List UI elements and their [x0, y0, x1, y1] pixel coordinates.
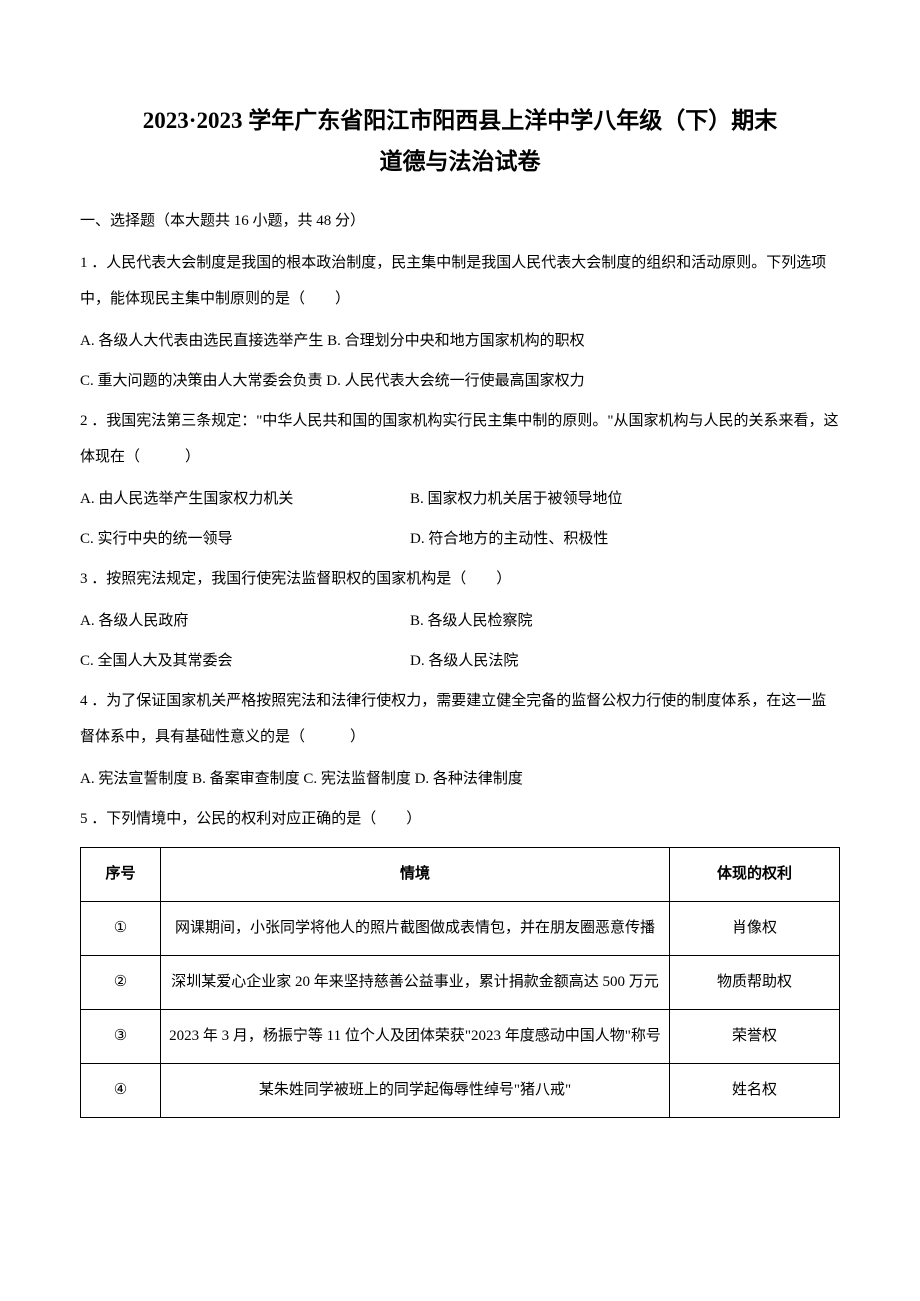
q2-option-a: A. 由人民选举产生国家权力机关	[80, 481, 410, 517]
q2-option-b: B. 国家权力机关居于被领导地位	[410, 481, 840, 517]
table-cell-context: 网课期间，小张同学将他人的照片截图做成表情包，并在朋友圈恶意传播	[161, 901, 670, 955]
table-cell-seq: ④	[81, 1063, 161, 1117]
table-row: ② 深圳某爱心企业家 20 年来坚持慈善公益事业，累计捐款金额高达 500 万元…	[81, 955, 840, 1009]
exam-title: 2023·2023 学年广东省阳江市阳西县上洋中学八年级（下）期末 道德与法治试…	[80, 100, 840, 183]
q1-option-ab: A. 各级人大代表由选民直接选举产生 B. 合理划分中央和地方国家机构的职权	[80, 323, 840, 359]
q2-option-d: D. 符合地方的主动性、积极性	[410, 521, 840, 557]
title-line-1: 2023·2023 学年广东省阳江市阳西县上洋中学八年级（下）期末	[80, 100, 840, 141]
table-cell-context: 2023 年 3 月，杨振宁等 11 位个人及团体荣获"2023 年度感动中国人…	[161, 1009, 670, 1063]
section-heading: 一、选择题（本大题共 16 小题，共 48 分）	[80, 203, 840, 239]
table-cell-right: 荣誉权	[670, 1009, 840, 1063]
table-cell-right: 肖像权	[670, 901, 840, 955]
table-header-row: 序号 情境 体现的权利	[81, 847, 840, 901]
question-5: 5 ．下列情境中，公民的权利对应正确的是（ ）	[80, 801, 840, 837]
q2-option-c: C. 实行中央的统一领导	[80, 521, 410, 557]
table-cell-right: 姓名权	[670, 1063, 840, 1117]
table-header-context: 情境	[161, 847, 670, 901]
table-row: ③ 2023 年 3 月，杨振宁等 11 位个人及团体荣获"2023 年度感动中…	[81, 1009, 840, 1063]
table-cell-seq: ②	[81, 955, 161, 1009]
q3-options-row2: C. 全国人大及其常委会 D. 各级人民法院	[80, 643, 840, 679]
table-row: ④ 某朱姓同学被班上的同学起侮辱性绰号"猪八戒" 姓名权	[81, 1063, 840, 1117]
question-3: 3 ．按照宪法规定，我国行使宪法监督职权的国家机构是（ ）	[80, 561, 840, 597]
table-cell-right: 物质帮助权	[670, 955, 840, 1009]
question-2: 2 ．我国宪法第三条规定："中华人民共和国的国家机构实行民主集中制的原则。"从国…	[80, 403, 840, 475]
q3-option-c: C. 全国人大及其常委会	[80, 643, 410, 679]
q3-option-a: A. 各级人民政府	[80, 603, 410, 639]
table-row: ① 网课期间，小张同学将他人的照片截图做成表情包，并在朋友圈恶意传播 肖像权	[81, 901, 840, 955]
q4-options-abcd: A. 宪法宣誓制度 B. 备案审查制度 C. 宪法监督制度 D. 各种法律制度	[80, 761, 840, 797]
q3-options-row1: A. 各级人民政府 B. 各级人民检察院	[80, 603, 840, 639]
question-4: 4 ．为了保证国家机关严格按照宪法和法律行使权力，需要建立健全完备的监督公权力行…	[80, 683, 840, 755]
table-cell-context: 深圳某爱心企业家 20 年来坚持慈善公益事业，累计捐款金额高达 500 万元	[161, 955, 670, 1009]
table-cell-seq: ①	[81, 901, 161, 955]
table-cell-seq: ③	[81, 1009, 161, 1063]
q2-options-row1: A. 由人民选举产生国家权力机关 B. 国家权力机关居于被领导地位	[80, 481, 840, 517]
table-cell-context: 某朱姓同学被班上的同学起侮辱性绰号"猪八戒"	[161, 1063, 670, 1117]
rights-table: 序号 情境 体现的权利 ① 网课期间，小张同学将他人的照片截图做成表情包，并在朋…	[80, 847, 840, 1118]
title-line-2: 道德与法治试卷	[80, 141, 840, 182]
question-1: 1 ．人民代表大会制度是我国的根本政治制度，民主集中制是我国人民代表大会制度的组…	[80, 245, 840, 317]
q3-option-d: D. 各级人民法院	[410, 643, 840, 679]
q1-option-cd: C. 重大问题的决策由人大常委会负责 D. 人民代表大会统一行使最高国家权力	[80, 363, 840, 399]
table-header-right: 体现的权利	[670, 847, 840, 901]
table-header-seq: 序号	[81, 847, 161, 901]
q3-option-b: B. 各级人民检察院	[410, 603, 840, 639]
q2-options-row2: C. 实行中央的统一领导 D. 符合地方的主动性、积极性	[80, 521, 840, 557]
